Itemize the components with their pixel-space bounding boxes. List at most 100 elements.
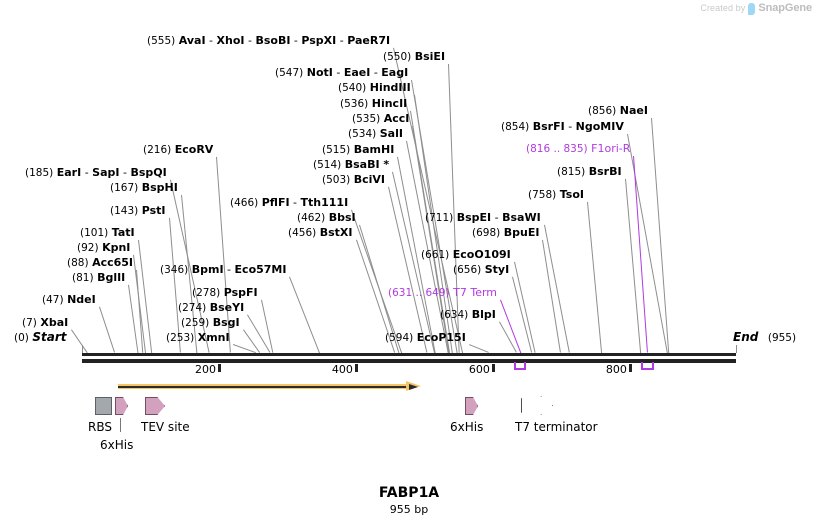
enzyme-name: XmnI [197, 331, 230, 344]
enzyme-position: (514) [313, 159, 342, 171]
enzyme-label[interactable]: (462) BbsI [297, 212, 356, 224]
enzyme-name: XhoI [216, 34, 245, 47]
enzyme-name: EagI [381, 66, 409, 79]
enzyme-name: BspEI [456, 211, 492, 224]
sequence-bar[interactable] [82, 353, 736, 363]
ruler-tick-label: 600 [468, 363, 490, 376]
feature-glyph-6xhis[interactable] [115, 397, 128, 415]
enzyme-name: SalI [379, 127, 403, 140]
enzyme-label[interactable]: (274) BseYI [178, 302, 244, 314]
enzyme-name-separator: - [370, 66, 382, 79]
enzyme-position: (535) [352, 113, 381, 125]
enzyme-label[interactable]: (185) EarI - SapI - BspQI [25, 167, 167, 179]
feature-range-bracket[interactable] [514, 362, 527, 370]
enzyme-name: BglII [97, 271, 126, 284]
enzyme-label[interactable]: (540) HindIII [338, 82, 411, 94]
enzyme-name: SapI [92, 166, 120, 179]
enzyme-label[interactable]: (259) BsgI [181, 317, 240, 329]
enzyme-label[interactable]: (143) PstI [110, 205, 166, 217]
feature-glyph-t7-terminator[interactable] [521, 396, 553, 415]
enzyme-label[interactable]: (594) EcoP15I [385, 332, 466, 344]
enzyme-label[interactable]: (514) BsaBI * [313, 159, 389, 171]
enzyme-name: BseYI [209, 301, 245, 314]
feature-glyph-label: TEV site [141, 420, 190, 434]
enzyme-label[interactable]: (634) BlpI [440, 309, 496, 321]
orf-arrow[interactable] [118, 381, 421, 392]
enzyme-name: AvaI [178, 34, 206, 47]
enzyme-label[interactable]: (550) BsiEI [383, 51, 445, 63]
enzyme-label[interactable]: (346) BpmI - Eco57MI [160, 264, 286, 276]
feature-position: (816 .. 835) [526, 143, 588, 155]
enzyme-label[interactable]: (253) XmnI [166, 332, 230, 344]
enzyme-name: Acc65I [92, 256, 134, 269]
enzyme-label[interactable]: (547) NotI - EaeI - EagI [275, 67, 408, 79]
feature-position: (631 .. 649) [388, 287, 450, 299]
feature-glyph-6xhis[interactable] [465, 397, 478, 415]
enzyme-name: EaeI [343, 66, 371, 79]
enzyme-name: PflFI [261, 196, 290, 209]
enzyme-position: (503) [322, 174, 351, 186]
enzyme-label[interactable]: (698) BpuEI [472, 227, 539, 239]
enzyme-name: NotI [306, 66, 333, 79]
feature-label[interactable]: (631 .. 649) T7 Term [388, 287, 497, 299]
enzyme-position: (534) [348, 128, 377, 140]
sequence-start-label: (0) Start [14, 331, 67, 344]
enzyme-label[interactable]: (466) PflFI - Tth111I [230, 197, 348, 209]
enzyme-label[interactable]: (656) StyI [453, 264, 509, 276]
enzyme-label[interactable]: (515) BamHI [322, 144, 394, 156]
feature-label[interactable]: (816 .. 835) F1ori-R [526, 143, 630, 155]
enzyme-position: (216) [143, 144, 172, 156]
enzyme-label[interactable]: (856) NaeI [588, 105, 648, 117]
enzyme-name: EarI [56, 166, 82, 179]
bracket-base [514, 368, 527, 370]
enzyme-label[interactable]: (815) BsrBI [557, 166, 622, 178]
ruler-tick-label: 800 [605, 363, 627, 376]
enzyme-label[interactable]: (101) TatI [80, 227, 135, 239]
enzyme-name: BbsI [328, 211, 356, 224]
enzyme-position: (274) [178, 302, 207, 314]
enzyme-name: XbaI [40, 316, 69, 329]
bracket-right-arm [524, 362, 527, 370]
enzyme-label[interactable]: (456) BstXI [288, 227, 353, 239]
enzyme-label[interactable]: (555) AvaI - XhoI - BsoBI - PspXI - PaeR… [147, 35, 390, 47]
enzyme-position: (661) [421, 249, 450, 261]
enzyme-position: (634) [440, 309, 469, 321]
page-title: FABP1A [378, 485, 440, 501]
enzyme-name-separator: - [564, 120, 576, 133]
enzyme-label[interactable]: (758) TsoI [528, 189, 584, 201]
enzyme-name: EcoRV [174, 143, 214, 156]
sequence-end-label: End (955) [733, 331, 796, 344]
enzyme-label[interactable]: (81) BglII [72, 272, 125, 284]
enzyme-label[interactable]: (92) KpnI [77, 242, 130, 254]
ruler-ticks: 200 400 600 800 [195, 363, 632, 376]
enzyme-label[interactable]: (216) EcoRV [143, 144, 213, 156]
feature-glyph-tev-site[interactable] [145, 397, 165, 415]
enzyme-name: TsoI [559, 188, 584, 201]
enzyme-label[interactable]: (534) SalI [348, 128, 403, 140]
feature-glyph-rbs[interactable] [95, 397, 112, 415]
enzyme-name: HindIII [369, 81, 411, 94]
snapgene-logo-icon [748, 3, 756, 15]
enzyme-name: PaeR7I [347, 34, 391, 47]
enzyme-label[interactable]: (7) XbaI [22, 317, 68, 329]
snapgene-brand: SnapGene [758, 2, 812, 14]
enzyme-name: BpmI [191, 263, 224, 276]
enzyme-name: NaeI [619, 104, 648, 117]
credit-prefix: Created by [700, 3, 746, 13]
enzyme-label[interactable]: (47) NdeI [42, 294, 96, 306]
enzyme-label[interactable]: (711) BspEI - BsaWI [425, 212, 541, 224]
orf-shaft [118, 384, 406, 389]
enzyme-position: (101) [80, 227, 109, 239]
enzyme-label[interactable]: (278) PspFI [192, 287, 258, 299]
enzyme-label[interactable]: (88) Acc65I [67, 257, 133, 269]
feature-range-bracket[interactable] [640, 362, 654, 370]
enzyme-name: KpnI [102, 241, 131, 254]
enzyme-name: EcoO109I [452, 248, 511, 261]
enzyme-label[interactable]: (536) HincII [340, 98, 407, 110]
enzyme-label[interactable]: (661) EcoO109I [421, 249, 511, 261]
enzyme-label[interactable]: (167) BspHI [110, 182, 178, 194]
enzyme-label[interactable]: (503) BciVI [322, 174, 385, 186]
enzyme-label[interactable]: (535) AccI [352, 113, 409, 125]
enzyme-label[interactable]: (854) BsrFI - NgoMIV [501, 121, 624, 133]
enzyme-position: (346) [160, 264, 189, 276]
